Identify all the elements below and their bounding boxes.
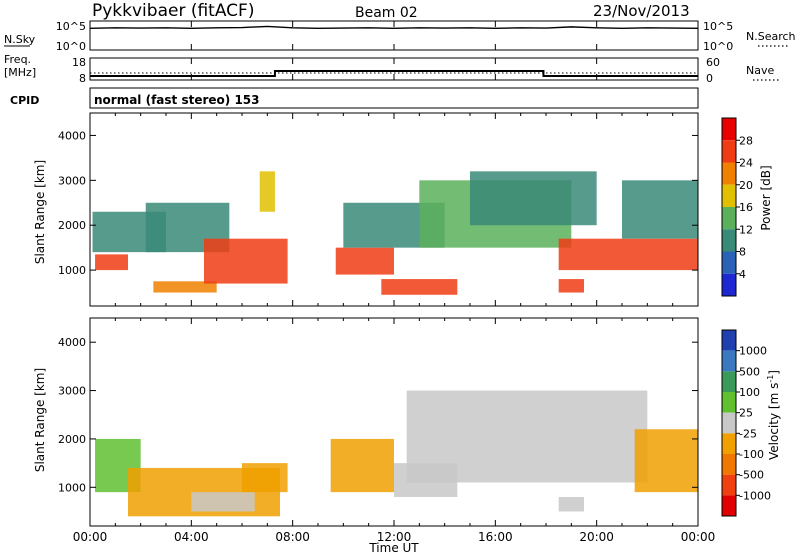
- freq-series-line: [90, 70, 698, 77]
- colorbar-segment: [722, 140, 736, 163]
- heatmap-region: [381, 279, 458, 295]
- x-axis-label: Time UT: [368, 541, 419, 554]
- colorbar-segment: [722, 350, 736, 372]
- velocity-data-layer: [95, 390, 698, 517]
- x-tick-label: 00:00: [681, 530, 716, 544]
- heatmap-region: [95, 254, 128, 271]
- nsky-series-line: [89, 25, 699, 30]
- heatmap-region: [153, 281, 217, 293]
- heatmap-region: [558, 496, 584, 512]
- heatmap-region: [558, 279, 584, 293]
- colorbar-segment: [722, 207, 736, 230]
- freq-tick-top: 18: [72, 56, 86, 69]
- colorbar-tick-label: 500: [739, 365, 760, 378]
- colorbar-segment: [722, 371, 736, 392]
- cpid-label: CPID: [10, 94, 39, 107]
- y-tick-label: 1000: [58, 264, 86, 277]
- freq-label: Freq.: [4, 53, 31, 66]
- power-colorbar: 4 8 12 16 20 24 28: [721, 117, 753, 297]
- y-tick-label: 1000: [58, 481, 86, 494]
- colorbar-tick-label: 8: [739, 246, 746, 259]
- colorbar-segment: [722, 330, 736, 351]
- x-tick-label: 16:00: [478, 530, 513, 544]
- colorbar-segment: [722, 273, 736, 296]
- colorbar-tick-label: 100: [739, 386, 760, 399]
- heatmap-region: [470, 171, 597, 226]
- x-tick-label: 12:00: [377, 530, 412, 544]
- cpid-text: normal (fast stereo) 153: [94, 93, 260, 107]
- power-ylabel: Slant Range [km]: [33, 160, 47, 264]
- time-x-axis: 00:00 04:00 08:00 12:00 16:00 20:00 00:00: [73, 21, 716, 544]
- colorbar-tick-label: 25: [739, 407, 753, 420]
- colorbar-segment: [722, 412, 736, 434]
- x-tick-label: 08:00: [275, 530, 310, 544]
- colorbar-segment: [722, 433, 736, 454]
- colorbar-segment: [722, 251, 736, 274]
- colorbar-segment: [722, 474, 736, 496]
- y-tick-label: 3000: [58, 385, 86, 398]
- heatmap-region: [406, 390, 648, 483]
- x-tick-label: 20:00: [579, 530, 614, 544]
- colorbar-tick-label: -25: [739, 427, 757, 440]
- nsky-label: N.Sky: [4, 33, 36, 46]
- heatmap-region: [335, 247, 394, 275]
- power-y-axis: 1000 2000 3000 4000: [58, 129, 698, 277]
- velocity-colorbar-label: Velocity [m s-1]: [766, 370, 781, 460]
- colorbar-segment: [722, 495, 736, 516]
- cpid-frame: [89, 87, 699, 109]
- x-tick-label: 04:00: [174, 530, 209, 544]
- colorbar-tick-label: -100: [739, 448, 764, 461]
- heatmap-region: [622, 180, 698, 239]
- colorbar-tick-label: 24: [739, 157, 753, 170]
- colorbar-tick-label: 20: [739, 179, 753, 192]
- heatmap-region: [558, 238, 698, 271]
- colorbar-tick-label: -1000: [739, 489, 771, 502]
- y-tick-label: 3000: [58, 174, 86, 187]
- x-tick-label: 00:00: [73, 530, 108, 544]
- colorbar-tick-label: -500: [739, 469, 764, 482]
- velocity-colorbar: 1000 500 100 25 -25 -100 -500 -1000: [721, 329, 771, 517]
- beam-label: Beam 02: [355, 5, 418, 21]
- colorbar-segment: [722, 118, 736, 141]
- colorbar-segment: [722, 184, 736, 207]
- station-title: Pykkvibaer (fitACF): [92, 1, 254, 21]
- heatmap-region: [634, 429, 698, 493]
- colorbar-segment: [722, 162, 736, 185]
- heatmap-region: [242, 463, 288, 493]
- nsearch-tick-top: 10^5: [703, 20, 733, 33]
- nave-tick-bottom: 0: [706, 72, 713, 85]
- nave-label: Nave: [746, 64, 774, 77]
- colorbar-tick-label: 1000: [739, 345, 767, 358]
- nsearch-label: N.Search: [746, 30, 796, 43]
- colorbar-segment: [722, 229, 736, 252]
- colorbar-tick-label: 12: [739, 223, 753, 236]
- velocity-ylabel: Slant Range [km]: [33, 368, 47, 472]
- colorbar-segment: [722, 392, 736, 413]
- nsearch-tick-bottom: 10^0: [703, 40, 733, 53]
- velocity-y-axis: 1000 2000 3000 4000: [58, 336, 698, 494]
- nsky-tick-top: 10^5: [56, 20, 86, 33]
- heatmap-region: [191, 492, 255, 512]
- power-data-layer: [92, 171, 698, 295]
- nsky-tick-bottom: 10^0: [56, 40, 86, 53]
- colorbar-tick-label: 16: [739, 201, 753, 214]
- y-tick-label: 2000: [58, 219, 86, 232]
- freq-unit-label: [MHz]: [4, 66, 36, 79]
- nave-tick-top: 60: [706, 56, 720, 69]
- heatmap-region: [259, 171, 275, 212]
- y-tick-label: 2000: [58, 433, 86, 446]
- colorbar-segment: [722, 454, 736, 475]
- power-colorbar-label: Power [dB]: [759, 165, 773, 230]
- colorbar-tick-label: 4: [739, 268, 746, 281]
- heatmap-region: [204, 238, 288, 284]
- date-label: 23/Nov/2013: [593, 2, 690, 20]
- freq-tick-bottom: 8: [79, 72, 86, 85]
- colorbar-frame: [721, 329, 737, 517]
- colorbar-tick-label: 28: [739, 134, 753, 147]
- y-tick-label: 4000: [58, 336, 86, 349]
- y-tick-label: 4000: [58, 129, 86, 142]
- heatmap-region: [330, 438, 394, 493]
